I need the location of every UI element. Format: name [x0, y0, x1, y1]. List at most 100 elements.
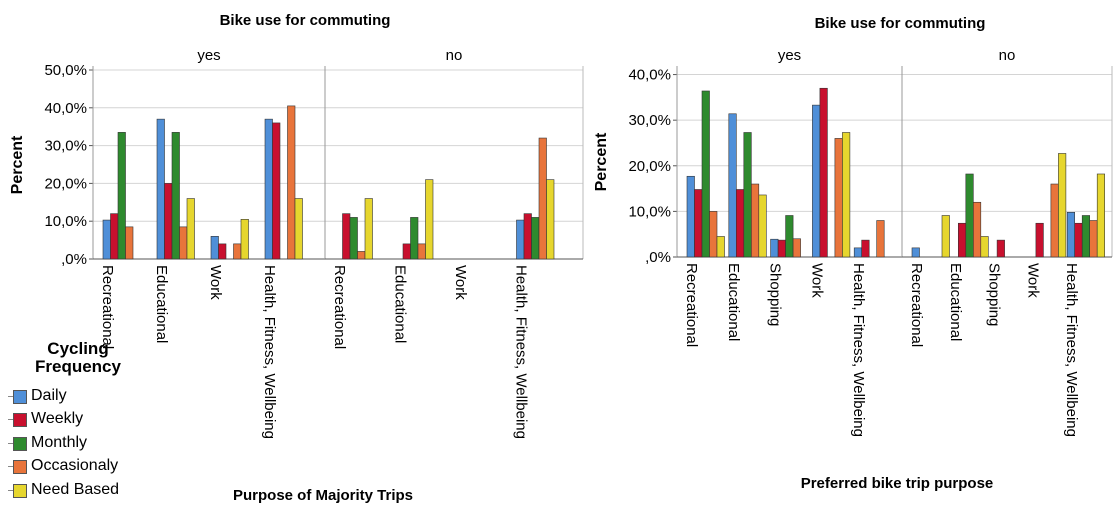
chart1-bar-no-recreational-weekly: [342, 213, 351, 260]
chart1-bar-yes-recreational-daily: [102, 219, 111, 260]
chart1-bar-no-recreational-occasionaly: [357, 251, 366, 260]
legend-title-line2: Frequency: [35, 357, 121, 376]
chart2-xtick-label-yes-recreational: Recreational: [683, 263, 700, 347]
legend-swatch-occasionaly: [13, 460, 27, 475]
chart2-bar-no-health-fitness-wellbeing-need-based: [1096, 173, 1105, 258]
chart2-bar-no-health-fitness-wellbeing-daily: [1066, 212, 1075, 258]
chart2-xtick-label-yes-health-fitness-wellbeing: Health, Fitness, Wellbeing: [850, 263, 867, 437]
chart1-bar-yes-educational-occasionaly: [179, 226, 188, 260]
chart1-ytick-label: ,0%: [61, 251, 87, 268]
chart1-xtick-label-no-health-fitness-wellbeing: Health, Fitness, Wellbeing: [513, 265, 530, 439]
chart1-xtick-label-yes-recreational: Recreational: [99, 265, 116, 349]
chart2-bar-yes-educational-occasionaly: [750, 183, 760, 258]
chart2-bar-no-recreational-daily: [911, 247, 920, 258]
chart1-xtick-label-yes-educational: Educational: [153, 265, 170, 343]
legend-item-daily: Daily: [8, 384, 158, 407]
chart1-bar-no-educational-occasionaly: [417, 243, 426, 260]
chart1-bar-yes-educational-monthly: [171, 132, 180, 260]
legend-item-monthly: Monthly: [8, 431, 158, 454]
legend-label-need-based: Need Based: [31, 480, 120, 498]
chart1-ytick-label: 20,0%: [44, 175, 87, 192]
chart1-bar-yes-recreational-monthly: [117, 132, 126, 260]
chart2-bar-no-work-need-based: [1058, 153, 1067, 258]
chart1-bar-no-health-fitness-wellbeing-occasionaly: [538, 137, 547, 260]
chart2-bar-no-educational-monthly: [965, 173, 974, 258]
legend-item-weekly: Weekly: [8, 407, 158, 430]
legend-label-weekly: Weekly: [31, 410, 84, 428]
chart2-ytick-label: 30,0%: [628, 112, 671, 129]
legend-swatch-weekly: [13, 413, 27, 428]
chart1-bar-no-educational-need-based: [425, 179, 434, 260]
chart2: Bike use for commuting Percent Preferred b…: [593, 15, 1113, 492]
chart1: Bike use for commuting Percent Purpose of …: [9, 12, 584, 504]
chart1-ytick-label: 30,0%: [44, 138, 87, 155]
chart2-bar-yes-shopping-daily: [770, 238, 779, 258]
chart1-xtick-label-no-educational: Educational: [392, 265, 409, 343]
chart1-bar-yes-work-occasionaly: [233, 243, 242, 260]
legend-item-need-based: Need Based: [8, 478, 158, 501]
legend-swatch-daily: [13, 390, 27, 404]
chart2-xlabel: Preferred bike trip purpose: [801, 475, 994, 492]
legend-title: Cycling Frequency: [8, 340, 148, 376]
chart1-bar-yes-health-fitness-wellbeing-occasionaly: [287, 105, 296, 260]
legend-item-occasionaly: Occasionaly: [8, 454, 158, 477]
chart2-bar-yes-shopping-weekly: [777, 239, 786, 258]
chart1-xtick-label-yes-health-fitness-wellbeing: Health, Fitness, Wellbeing: [261, 265, 278, 439]
legend-title-line1: Cycling: [47, 339, 109, 358]
chart2-xtick-label-yes-work: Work: [808, 263, 825, 298]
chart1-bar-yes-health-fitness-wellbeing-need-based: [294, 198, 303, 260]
chart1-xtick-label-yes-work: Work: [207, 265, 224, 300]
chart2-xtick-label-no-health-fitness-wellbeing: Health, Fitness, Wellbeing: [1063, 263, 1080, 437]
chart2-bar-yes-educational-daily: [728, 113, 737, 258]
chart2-bar-no-health-fitness-wellbeing-occasionaly: [1089, 220, 1098, 258]
chart2-bar-no-educational-need-based: [980, 236, 989, 258]
chart2-bar-yes-work-occasionaly: [834, 138, 843, 258]
chart2-bar-yes-shopping-occasionaly: [792, 238, 801, 258]
chart2-bar-yes-educational-need-based: [758, 194, 767, 258]
chart1-bar-yes-educational-weekly: [164, 183, 173, 260]
chart1-ytick-label: 40,0%: [44, 100, 87, 117]
chart1-title: Bike use for commuting: [220, 12, 391, 29]
chart2-bar-yes-recreational-need-based: [716, 236, 725, 258]
chart1-bar-no-health-fitness-wellbeing-daily: [516, 219, 525, 260]
chart1-bar-yes-work-need-based: [240, 219, 249, 260]
chart2-xtick-label-yes-educational: Educational: [725, 263, 742, 341]
chart1-bar-yes-health-fitness-wellbeing-weekly: [272, 122, 281, 260]
chart2-bar-no-health-fitness-wellbeing-weekly: [1074, 222, 1083, 258]
chart2-bar-yes-health-fitness-wellbeing-daily: [853, 247, 863, 258]
chart2-bar-no-health-fitness-wellbeing-monthly: [1081, 215, 1090, 258]
legend-label-occasionaly: Occasionaly: [31, 457, 119, 475]
chart1-bar-yes-educational-need-based: [186, 198, 195, 260]
chart1-xtick-label-no-work: Work: [452, 265, 469, 300]
chart2-ytick-label: ,0%: [645, 249, 671, 266]
chart2-bar-yes-educational-weekly: [735, 189, 745, 258]
chart2-xtick-label-no-recreational: Recreational: [908, 263, 925, 347]
chart2-xtick-label-yes-shopping: Shopping: [767, 263, 784, 326]
chart1-ytick-label: 10,0%: [44, 213, 87, 230]
chart1-bar-yes-work-weekly: [218, 243, 227, 260]
chart2-ytick-label: 20,0%: [628, 158, 671, 175]
chart2-bar-no-educational-occasionaly: [972, 201, 982, 258]
chart2-title: Bike use for commuting: [815, 15, 986, 32]
chart2-bar-no-educational-weekly: [957, 222, 967, 258]
chart2-bar-no-work-occasionaly: [1050, 183, 1059, 258]
chart1-xtick-label-no-recreational: Recreational: [331, 265, 348, 349]
chart2-ylabel: Percent: [593, 132, 610, 191]
chart1-panel-label-yes: yes: [197, 47, 220, 64]
chart1-ylabel: Percent: [9, 135, 26, 194]
chart2-xtick-label-no-work: Work: [1024, 263, 1041, 298]
chart1-bar-yes-work-daily: [210, 236, 219, 260]
chart1-bar-no-educational-monthly: [410, 217, 419, 260]
chart2-xtick-label-no-educational: Educational: [947, 263, 964, 341]
chart1-xlabel: Purpose of Majority Trips: [233, 487, 413, 504]
chart2-bar-yes-recreational-daily: [686, 175, 695, 258]
legend: Cycling Frequency Daily Weekly Monthly O…: [8, 340, 158, 501]
legend-swatch-need-based: [13, 483, 27, 498]
legend-label-daily: Daily: [31, 387, 67, 404]
chart1-bar-no-health-fitness-wellbeing-need-based: [546, 179, 555, 260]
chart2-panel-label-no: no: [999, 47, 1016, 64]
chart2-bar-yes-health-fitness-wellbeing-weekly: [861, 239, 870, 258]
chart1-bar-no-recreational-need-based: [364, 198, 373, 260]
chart1-panel-label-no: no: [446, 47, 463, 64]
